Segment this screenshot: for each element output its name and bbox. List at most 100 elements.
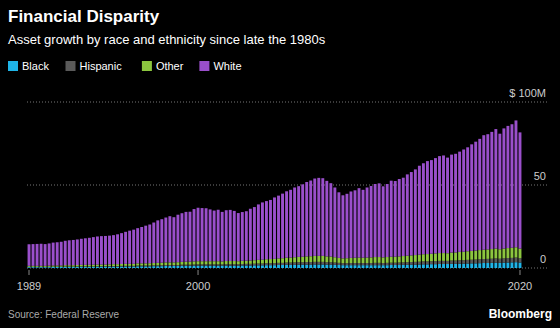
bar bbox=[370, 257, 373, 263]
bar bbox=[60, 266, 63, 267]
bar bbox=[193, 266, 196, 268]
bar bbox=[450, 155, 453, 253]
bar bbox=[136, 228, 139, 263]
bar bbox=[217, 261, 220, 264]
bar bbox=[136, 266, 139, 268]
bar bbox=[269, 265, 272, 268]
bar bbox=[345, 258, 348, 263]
bar bbox=[245, 264, 248, 266]
bar bbox=[273, 197, 276, 258]
bar bbox=[515, 120, 518, 247]
bar bbox=[386, 263, 389, 265]
bar bbox=[72, 266, 75, 267]
bar bbox=[285, 258, 288, 263]
bar bbox=[84, 267, 87, 268]
bar bbox=[466, 251, 469, 260]
bar bbox=[474, 260, 477, 264]
bar bbox=[189, 262, 192, 265]
bar bbox=[273, 259, 276, 263]
bar bbox=[241, 264, 244, 265]
bar bbox=[430, 160, 433, 254]
bar bbox=[442, 253, 445, 261]
bar bbox=[438, 261, 441, 264]
bar bbox=[510, 124, 513, 248]
bar bbox=[245, 211, 248, 260]
bar bbox=[478, 139, 481, 250]
bar bbox=[370, 186, 373, 257]
bar bbox=[354, 263, 357, 265]
bar bbox=[245, 261, 248, 264]
bar bbox=[120, 233, 123, 264]
bar bbox=[257, 265, 260, 268]
bar bbox=[482, 250, 485, 259]
bar bbox=[414, 169, 417, 255]
bar bbox=[261, 265, 264, 268]
bar bbox=[422, 163, 425, 254]
bar bbox=[341, 258, 344, 263]
bar bbox=[88, 265, 91, 266]
source: Source: Federal Reserve bbox=[8, 309, 120, 320]
bar bbox=[84, 238, 87, 265]
bar bbox=[80, 267, 83, 268]
bar bbox=[382, 186, 385, 257]
bar bbox=[249, 261, 252, 264]
bar bbox=[72, 265, 75, 266]
bar bbox=[454, 264, 457, 268]
bar bbox=[470, 260, 473, 264]
bar bbox=[402, 256, 405, 262]
bar bbox=[515, 262, 518, 268]
x-tick-label: 2000 bbox=[186, 280, 210, 292]
bar bbox=[285, 263, 288, 265]
bar bbox=[60, 267, 63, 268]
bar bbox=[261, 264, 264, 266]
bar bbox=[128, 267, 131, 268]
bar bbox=[185, 262, 188, 265]
bar bbox=[466, 264, 469, 268]
bar bbox=[434, 253, 437, 261]
bar bbox=[482, 135, 485, 250]
bar bbox=[354, 258, 357, 263]
bar bbox=[144, 226, 147, 264]
bar bbox=[422, 264, 425, 268]
bar bbox=[172, 262, 175, 265]
bar bbox=[462, 260, 465, 263]
bar bbox=[221, 266, 224, 268]
bar bbox=[446, 253, 449, 261]
bar bbox=[168, 262, 171, 265]
bar bbox=[104, 236, 107, 265]
bar bbox=[217, 210, 220, 261]
bar bbox=[430, 264, 433, 268]
bar bbox=[486, 249, 489, 258]
bar bbox=[366, 187, 369, 257]
bar bbox=[80, 239, 83, 265]
bar bbox=[180, 265, 183, 266]
bar bbox=[414, 262, 417, 265]
bar bbox=[124, 232, 127, 264]
bar bbox=[350, 258, 353, 263]
bar bbox=[317, 262, 320, 265]
bar bbox=[80, 266, 83, 267]
bar bbox=[32, 244, 35, 266]
bar bbox=[233, 264, 236, 265]
bar bbox=[446, 261, 449, 264]
bar bbox=[281, 258, 284, 263]
bar bbox=[329, 257, 332, 263]
bar bbox=[329, 265, 332, 268]
bar bbox=[168, 216, 171, 262]
bar bbox=[88, 266, 91, 267]
bar bbox=[229, 264, 232, 265]
bar bbox=[36, 267, 39, 268]
bar bbox=[229, 210, 232, 261]
bar bbox=[494, 129, 497, 249]
bar bbox=[402, 178, 405, 256]
bar bbox=[185, 265, 188, 266]
bar bbox=[362, 265, 365, 268]
bar bbox=[44, 244, 47, 266]
bar bbox=[462, 149, 465, 251]
bar bbox=[253, 260, 256, 263]
bar bbox=[209, 261, 212, 264]
bar bbox=[189, 212, 192, 262]
bar bbox=[164, 262, 167, 265]
bar bbox=[490, 259, 493, 263]
bar bbox=[144, 263, 147, 265]
